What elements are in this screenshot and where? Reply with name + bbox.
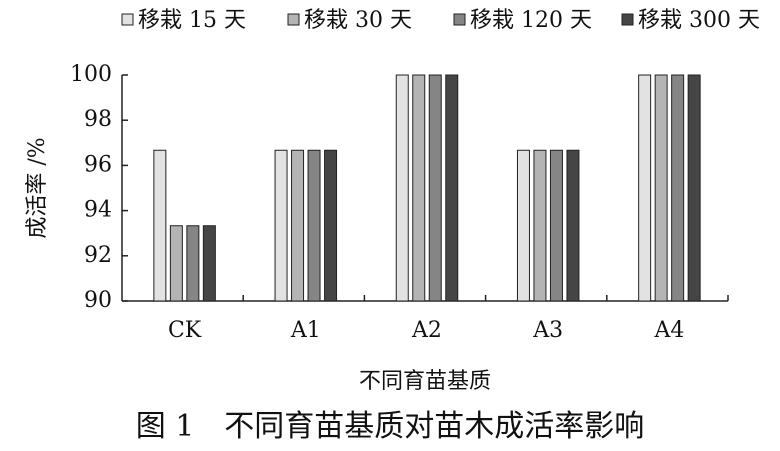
y-axis-label: 成活率 /%	[25, 137, 50, 238]
bar	[186, 225, 200, 302]
bar	[533, 149, 547, 302]
legend-swatch	[287, 13, 300, 26]
bar	[324, 149, 338, 302]
y-tick-label: 92	[84, 243, 112, 268]
x-tick-label: A4	[653, 318, 684, 343]
bar	[202, 225, 216, 302]
x-tick-label: A3	[532, 318, 563, 343]
bar	[638, 74, 652, 302]
x-tick-label: A1	[290, 318, 321, 343]
y-tick-label: 96	[84, 152, 112, 177]
legend-swatch	[453, 13, 466, 26]
bar	[549, 149, 563, 302]
bar	[687, 74, 701, 302]
y-tick-label: 100	[70, 62, 112, 87]
x-tick-label: CK	[168, 318, 202, 343]
y-tick-label: 98	[84, 107, 112, 132]
bar	[169, 225, 183, 302]
bar	[412, 74, 426, 302]
bar	[153, 149, 167, 302]
bar	[395, 74, 409, 302]
y-tick-label: 94	[84, 198, 112, 223]
bar	[566, 149, 580, 302]
legend-label: 移栽 30 天	[304, 8, 412, 33]
bar	[428, 74, 442, 302]
x-axis-label: 不同育苗基质	[359, 369, 491, 394]
y-tick-label: 90	[84, 288, 112, 313]
bar	[291, 149, 305, 302]
legend-label: 移栽 120 天	[470, 8, 592, 33]
legend-label: 移栽 300 天	[638, 8, 760, 33]
bar	[516, 149, 530, 302]
legend-label: 移栽 15 天	[138, 8, 246, 33]
bar	[654, 74, 668, 302]
legend-swatch	[121, 13, 134, 26]
x-tick-label: A2	[411, 318, 442, 343]
legend-swatch	[621, 13, 634, 26]
bar	[274, 149, 288, 302]
bar	[445, 74, 459, 302]
bar	[307, 149, 321, 302]
caption: 图 1 不同育苗基质对苗木成活率影响	[136, 409, 645, 444]
bar	[671, 74, 685, 302]
